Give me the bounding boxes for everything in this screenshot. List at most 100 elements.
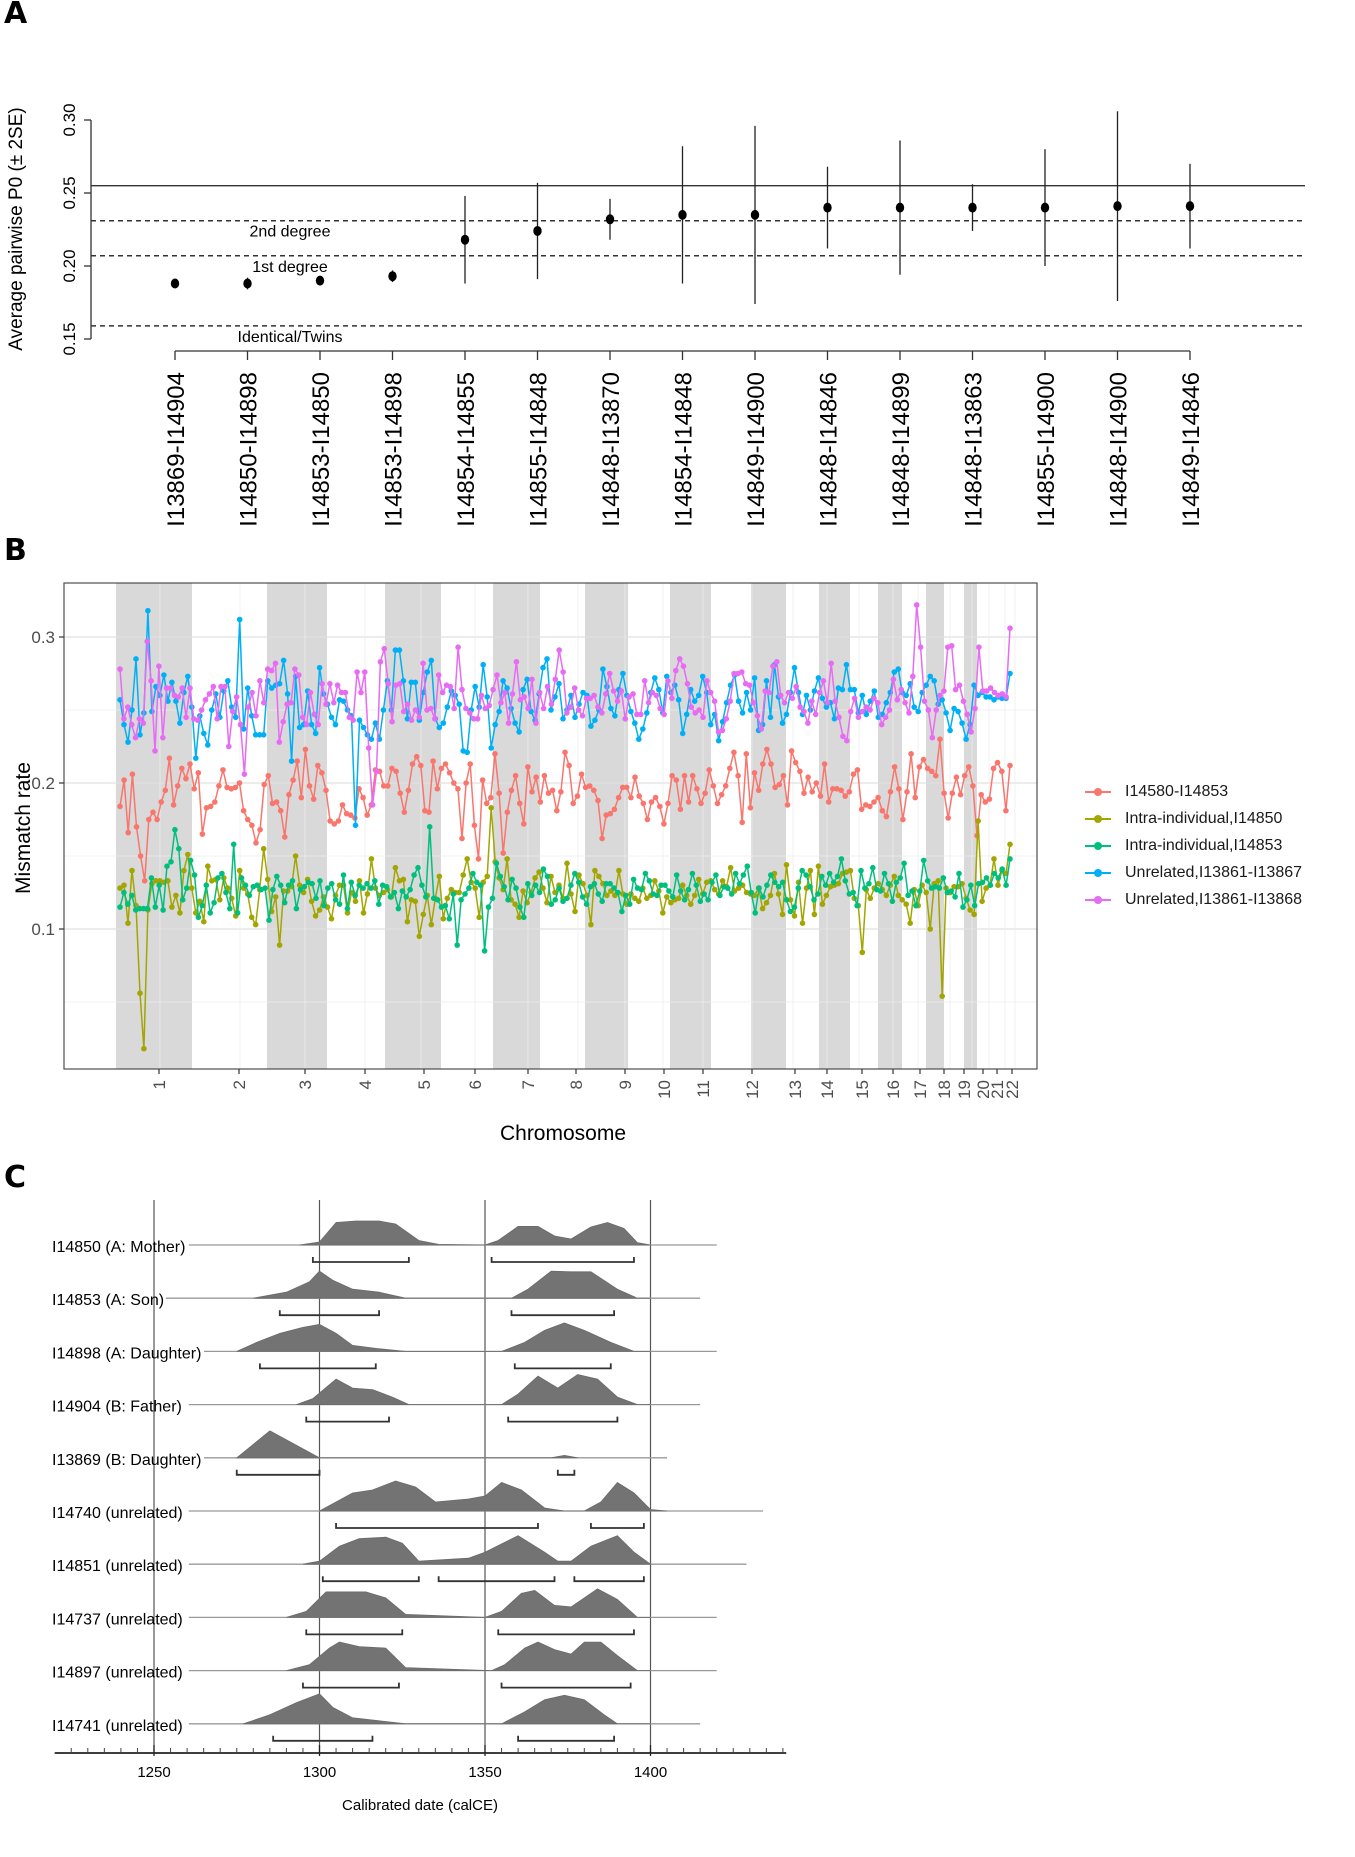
series-point (983, 875, 990, 881)
series-point (834, 786, 840, 792)
series-point (407, 886, 413, 893)
series-point (117, 904, 123, 910)
series-point (595, 797, 601, 804)
series-point (632, 895, 638, 902)
series-point (871, 695, 877, 702)
series-point (871, 799, 877, 805)
x-tick-label: I14853-I14850 (308, 372, 335, 527)
series-point (583, 695, 590, 702)
hpd-range-bracket (305, 1416, 390, 1423)
series-point (426, 809, 432, 815)
series-point (455, 786, 461, 792)
series-point (220, 767, 226, 773)
series-point (811, 911, 818, 918)
series-point (960, 904, 966, 910)
series-point (586, 783, 593, 789)
series-point (513, 659, 520, 665)
series-point (164, 863, 170, 869)
series-point (558, 789, 564, 795)
series-point (636, 793, 642, 799)
series-point (891, 873, 898, 880)
panel-a-letter: A (4, 0, 28, 31)
series-point (552, 897, 558, 903)
series-point (572, 908, 578, 915)
series-point (883, 813, 890, 820)
series-point (544, 899, 550, 906)
series-point (451, 705, 458, 712)
series-point (747, 805, 754, 811)
series-point (1007, 841, 1013, 848)
series-point (776, 781, 783, 788)
legend-label: Intra-individual,I14853 (1125, 836, 1283, 854)
series-point (312, 730, 319, 737)
series-point (903, 692, 909, 699)
series-point (350, 717, 357, 723)
series-point (209, 707, 215, 713)
panel-c-xlabel: Calibrated date (calCE) (342, 1797, 498, 1814)
series-point (591, 880, 598, 887)
series-point (248, 914, 255, 921)
series-point (191, 872, 198, 878)
series-point (626, 901, 633, 907)
series-point (906, 710, 912, 716)
panel-a-chart: Average pairwise P0 (± 2SE) 2nd degree 1s… (6, 103, 1305, 527)
series-point (754, 713, 761, 719)
series-point (137, 990, 143, 996)
x-tick-label: 18 (935, 1080, 954, 1099)
series-point (608, 705, 614, 712)
series-point (415, 864, 421, 871)
series-point (638, 711, 644, 718)
series-point (941, 790, 947, 796)
series-point (272, 894, 279, 900)
legend-key-icon (1085, 867, 1111, 879)
series-point (847, 708, 854, 715)
series-point (805, 720, 811, 726)
series-point (377, 659, 384, 665)
series-point (436, 724, 443, 731)
data-point (1113, 201, 1122, 212)
data-point (388, 271, 397, 282)
series-point (971, 911, 977, 918)
series-point (464, 749, 471, 756)
series-point (129, 771, 136, 777)
y-tick-label: 0.30 (60, 103, 79, 136)
series-point (668, 899, 674, 906)
series-point (877, 888, 884, 894)
series-point (494, 672, 500, 678)
series-point (276, 739, 283, 745)
series-point (435, 672, 442, 678)
series-point (805, 774, 811, 780)
series-point (783, 897, 790, 903)
series-point (780, 772, 787, 779)
series-point (528, 892, 535, 899)
series-point (968, 729, 974, 735)
series-point (739, 819, 745, 826)
series-point (615, 794, 622, 801)
panel-c-letter: C (4, 1160, 27, 1195)
series-point (121, 721, 127, 728)
series-point (784, 802, 791, 808)
series-point (728, 891, 735, 897)
series-point (817, 793, 824, 799)
series-point (125, 739, 131, 745)
series-point (862, 885, 868, 891)
series-point (317, 878, 323, 884)
series-point (695, 692, 702, 699)
series-point (193, 755, 199, 761)
series-point (313, 895, 319, 902)
series-point (428, 657, 435, 664)
series-point (566, 762, 572, 769)
series-point (587, 883, 594, 890)
chromosome-band (385, 583, 441, 1069)
series-point (176, 845, 182, 852)
hpd-range-bracket (500, 1682, 632, 1689)
series-point (183, 775, 189, 782)
hpd-range-bracket (302, 1682, 400, 1689)
series-point (167, 685, 174, 691)
probability-density (286, 1588, 651, 1618)
series-point (501, 883, 508, 890)
series-point (416, 933, 423, 940)
series-point (236, 867, 243, 874)
series-point (718, 791, 725, 798)
series-point (400, 876, 407, 883)
